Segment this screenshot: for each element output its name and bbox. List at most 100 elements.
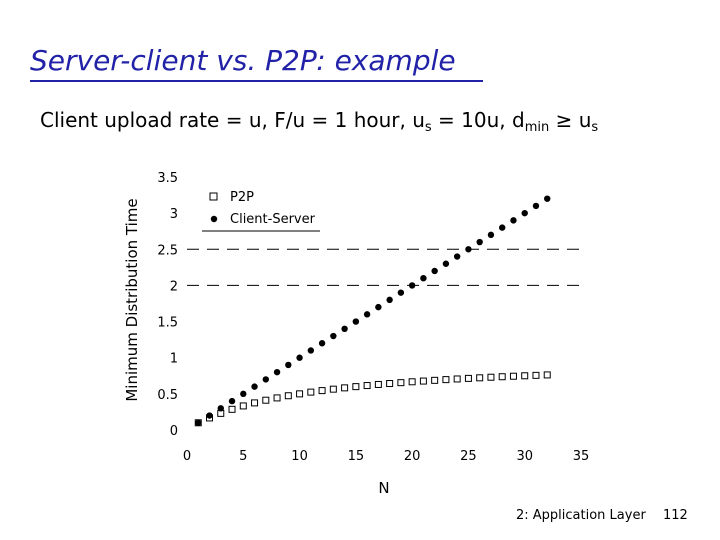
x-tick-label: 30 xyxy=(516,449,533,464)
client-server-point xyxy=(195,419,202,426)
p2p-point xyxy=(374,380,382,388)
client-server-point xyxy=(251,383,258,390)
p2p-point xyxy=(521,372,529,380)
series-p2p xyxy=(194,371,551,427)
legend-marker-client-server xyxy=(210,215,218,223)
grid-lines xyxy=(187,248,583,286)
p2p-point xyxy=(341,384,349,392)
client-server-point xyxy=(217,405,224,412)
client-server-point xyxy=(285,361,292,369)
client-server-point xyxy=(318,340,326,347)
subtitle-part-2: = 10u, d xyxy=(431,108,525,132)
p2p-point xyxy=(453,375,461,383)
tick-labels: 0 0.5 1 1.5 2 2.5 3 3.5 0 5 10 15 20 25 30 35 xyxy=(157,171,589,464)
client-server-point xyxy=(521,209,528,217)
client-server-point xyxy=(341,325,348,332)
p2p-point xyxy=(363,382,371,390)
chart-legend: P2P Client-Server xyxy=(202,190,320,232)
y-tick-label: 2 xyxy=(170,279,178,294)
x-tick-label: 10 xyxy=(291,449,308,464)
client-server-point xyxy=(408,282,416,289)
client-server-point xyxy=(307,347,315,354)
legend-label-p2p: P2P xyxy=(230,190,254,205)
p2p-point xyxy=(476,374,484,382)
p2p-point xyxy=(284,392,292,400)
p2p-point xyxy=(397,379,405,387)
client-server-point xyxy=(375,303,382,311)
x-tick-label: 20 xyxy=(404,449,421,464)
footer-page-number: 112 xyxy=(663,508,688,523)
client-server-point xyxy=(465,246,472,253)
slide-subtitle: Client upload rate = u, F/u = 1 hour, us… xyxy=(40,108,598,135)
subtitle-sub-2: min xyxy=(524,120,550,135)
x-tick-label: 25 xyxy=(460,449,477,464)
client-server-point xyxy=(262,376,269,383)
p2p-point xyxy=(251,399,259,407)
p2p-point xyxy=(509,372,517,380)
p2p-point xyxy=(532,371,540,379)
client-server-point xyxy=(453,253,461,260)
subtitle-sub-3: s xyxy=(591,120,599,135)
slide-title: Server-client vs. P2P: example xyxy=(30,44,456,77)
y-tick-label: 0 xyxy=(170,424,178,439)
legend-label-client-server: Client-Server xyxy=(230,212,316,227)
x-axis-label: N xyxy=(378,479,389,497)
x-tick-label: 35 xyxy=(573,449,590,464)
client-server-point xyxy=(442,260,450,267)
p2p-point xyxy=(408,378,416,386)
client-server-point xyxy=(206,412,213,419)
title-underline xyxy=(30,80,483,82)
client-server-point xyxy=(487,231,495,239)
client-server-point xyxy=(499,224,506,231)
series-client-server xyxy=(195,195,551,426)
client-server-point xyxy=(228,397,236,405)
y-tick-label: 1.5 xyxy=(157,316,178,331)
p2p-point xyxy=(498,373,506,381)
client-server-point xyxy=(420,275,427,282)
p2p-point xyxy=(419,377,427,385)
client-server-point xyxy=(431,267,438,275)
p2p-point xyxy=(352,383,360,391)
p2p-point xyxy=(296,390,304,398)
p2p-point xyxy=(464,374,472,382)
p2p-point xyxy=(228,405,236,413)
client-server-point xyxy=(510,217,517,224)
p2p-point xyxy=(262,396,270,404)
y-tick-label: 3 xyxy=(170,207,178,222)
x-tick-label: 15 xyxy=(348,449,365,464)
subtitle-sub-1: s xyxy=(424,120,432,135)
p2p-point xyxy=(307,388,315,396)
x-tick-label: 5 xyxy=(239,449,247,464)
y-tick-label: 1 xyxy=(170,352,178,367)
client-server-point xyxy=(330,332,337,340)
p2p-point xyxy=(318,387,326,395)
y-tick-label: 2.5 xyxy=(157,243,178,258)
client-server-point xyxy=(273,368,281,376)
p2p-point xyxy=(273,394,281,402)
client-server-point xyxy=(352,318,360,325)
footer-section-label: 2: Application Layer xyxy=(516,508,646,523)
subtitle-part-3: ≥ u xyxy=(549,108,592,132)
p2p-point xyxy=(487,373,495,381)
client-server-point xyxy=(386,296,393,304)
client-server-point xyxy=(363,311,371,318)
client-server-point xyxy=(476,238,483,246)
p2p-point xyxy=(386,380,394,388)
p2p-point xyxy=(543,371,551,379)
y-axis-label: Minimum Distribution Time xyxy=(123,198,141,401)
client-server-point xyxy=(296,354,303,361)
subtitle-part-1: Client upload rate = u, F/u = 1 hour, u xyxy=(40,108,425,132)
p2p-point xyxy=(442,376,450,384)
client-server-point xyxy=(240,390,247,398)
client-server-point xyxy=(397,289,405,296)
client-server-point xyxy=(532,202,540,210)
x-tick-label: 0 xyxy=(183,449,191,464)
y-tick-label: 3.5 xyxy=(157,171,178,186)
y-tick-label: 0.5 xyxy=(157,388,178,403)
client-server-point xyxy=(544,195,551,202)
p2p-point xyxy=(239,402,247,410)
p2p-point xyxy=(329,385,337,393)
data-series xyxy=(194,195,551,427)
legend-marker-p2p xyxy=(209,192,218,201)
